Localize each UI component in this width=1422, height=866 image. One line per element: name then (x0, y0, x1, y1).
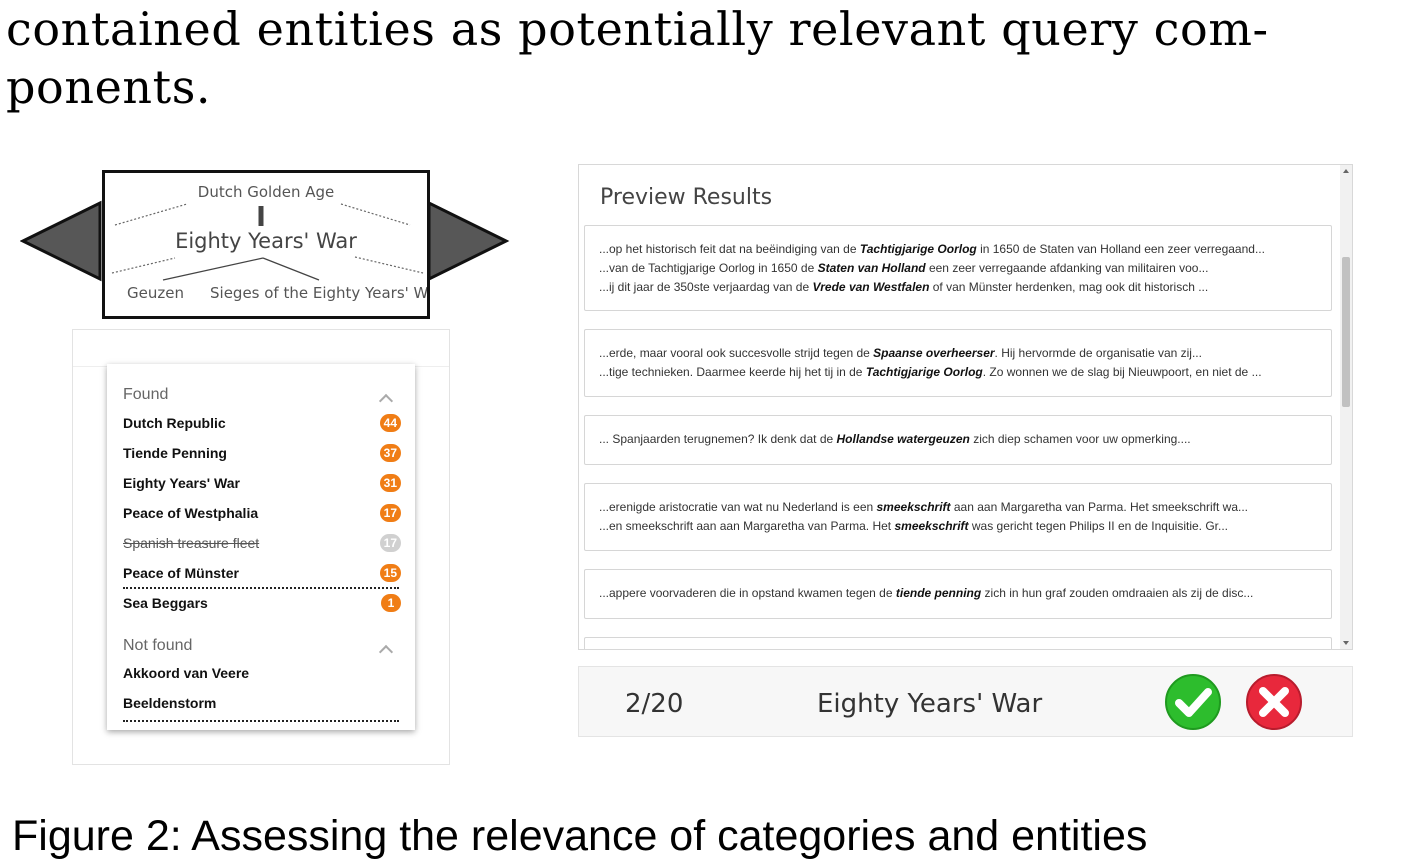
entity-list-card: Found Dutch Republic 44 Tiende Penning 3… (107, 364, 415, 730)
preview-results-panel: Preview Results ...op het historisch fei… (578, 164, 1353, 650)
assessed-entity-name: Eighty Years' War (817, 689, 1043, 719)
parent-category[interactable]: Dutch Golden Age (197, 183, 335, 201)
check-circle-icon[interactable] (1164, 673, 1222, 731)
entity-name: Peace of Münster (123, 565, 239, 581)
snippet-line: ...erde, maar vooral ook succesvolle str… (599, 346, 1202, 360)
snippet-line: ...en smeekschrift aan aan Margaretha va… (599, 519, 1229, 533)
entity-name: Akkoord van Veere (123, 665, 250, 681)
entity-name-rejected: Spanish treasure fleet (123, 535, 260, 551)
entity-row-peace-of-munster[interactable]: Peace of Münster 15 (123, 562, 401, 586)
child-category-geuzen[interactable]: Geuzen (127, 284, 184, 302)
entity-count-badge: 17 (379, 504, 401, 522)
entity-count-badge: 15 (379, 564, 401, 582)
result-snippet-5[interactable]: ...appere voorvaderen die in opstand kwa… (584, 569, 1332, 619)
entity-row-dutch-republic[interactable]: Dutch Republic 44 (123, 412, 401, 436)
paper-line-1: contained entities as potentially releva… (6, 2, 1269, 56)
entity-name: Dutch Republic (123, 415, 226, 431)
entity-name: Tiende Penning (123, 445, 227, 461)
entity-name: Peace of Westphalia (123, 505, 259, 521)
entity-row-akkoord-van-veere[interactable]: Akkoord van Veere (123, 662, 401, 686)
entity-panel-topbar (73, 330, 449, 367)
snippet-line: ...ij dit jaar de 350ste verjaardag van … (599, 280, 1209, 294)
snippet-line: ...tige technieken. Daarmee keerde hij h… (599, 365, 1262, 379)
category-navigator: Dutch Golden Age Eighty Years' War Geuze… (102, 170, 430, 319)
current-category: Eighty Years' War (175, 229, 357, 253)
child-category-sieges[interactable]: Sieges of the Eighty Years' W (210, 284, 429, 302)
entity-count-badge: 44 (379, 414, 401, 432)
entity-count-badge: 31 (379, 474, 401, 492)
scroll-down-arrow-icon[interactable] (1343, 641, 1349, 645)
snippet-line: ...op het historisch feit dat na beëindi… (599, 242, 1265, 256)
current-position-separator (123, 587, 399, 589)
collapse-found-chevron-icon[interactable] (378, 393, 394, 409)
entity-row-eighty-years-war[interactable]: Eighty Years' War 31 (123, 472, 401, 496)
entity-count-badge-rejected: 17 (379, 534, 401, 552)
result-snippet-2[interactable]: ...erde, maar vooral ook succesvolle str… (584, 329, 1332, 397)
collapse-not-found-chevron-icon[interactable] (378, 644, 394, 660)
entity-name: Beeldenstorm (123, 695, 217, 711)
entity-row-tiende-penning[interactable]: Tiende Penning 37 (123, 442, 401, 466)
category-connector-lines (111, 203, 424, 281)
snippet-line: ... Spanjaarden terugnemen? Ik denk dat … (599, 432, 1191, 446)
entity-count-badge: 37 (379, 444, 401, 462)
result-snippet-3[interactable]: ... Spanjaarden terugnemen? Ik denk dat … (584, 415, 1332, 465)
entity-row-beeldenstorm[interactable]: Beeldenstorm (123, 692, 401, 716)
entity-count-badge: 1 (381, 594, 401, 612)
entity-name: Sea Beggars (123, 595, 208, 611)
scrollbar-thumb[interactable] (1342, 257, 1350, 407)
assessment-bar: 2/20 Eighty Years' War (578, 666, 1353, 737)
next-category-arrow-icon[interactable] (426, 200, 510, 282)
previous-category-arrow-icon[interactable] (20, 200, 104, 282)
paper-body-text: contained entities as potentially releva… (6, 0, 1416, 116)
result-snippet-4[interactable]: ...erenigde aristocratie van wat nu Nede… (584, 483, 1332, 551)
paper-line-2: ponents. (6, 60, 212, 114)
entity-row-spanish-treasure-fleet[interactable]: Spanish treasure fleet 17 (123, 532, 401, 556)
x-circle-icon[interactable] (1245, 673, 1303, 731)
list-end-separator (123, 720, 399, 722)
snippet-line: ...erenigde aristocratie van wat nu Nede… (599, 500, 1249, 514)
snippet-line: ...appere voorvaderen die in opstand kwa… (599, 586, 1254, 600)
result-snippet-1[interactable]: ...op het historisch feit dat na beëindi… (584, 225, 1332, 311)
figure-caption: Figure 2: Assessing the relevance of cat… (12, 812, 1148, 860)
entity-row-peace-of-westphalia[interactable]: Peace of Westphalia 17 (123, 502, 401, 526)
entity-row-sea-beggars[interactable]: Sea Beggars 1 (123, 592, 401, 616)
preview-results-title: Preview Results (600, 185, 773, 210)
scroll-up-arrow-icon[interactable] (1343, 169, 1349, 173)
preview-scrollbar[interactable] (1340, 165, 1352, 649)
entity-name: Eighty Years' War (123, 475, 240, 491)
not-found-section-heading: Not found (123, 637, 193, 654)
result-snippet-6-partial[interactable] (584, 637, 1332, 649)
found-section-heading: Found (123, 386, 169, 403)
snippet-line: ...van de Tachtigjarige Oorlog in 1650 d… (599, 261, 1209, 275)
progress-counter: 2/20 (625, 689, 684, 719)
